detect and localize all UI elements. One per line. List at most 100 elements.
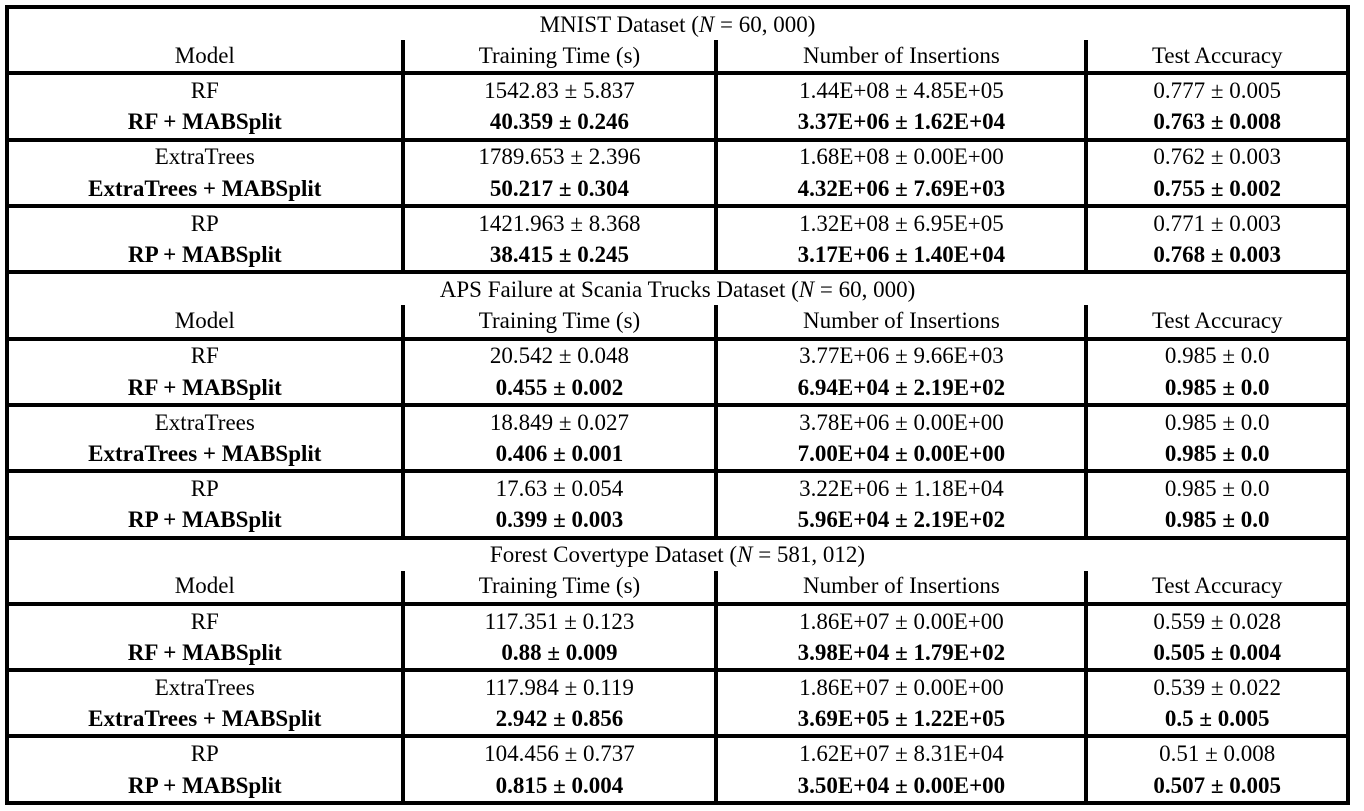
model-cell: ExtraTrees xyxy=(7,668,403,704)
insertions-cell: 7.00E+04 ± 0.00E+00 xyxy=(714,438,1087,472)
column-header-insertions: Number of Insertions xyxy=(714,570,1087,604)
accuracy-cell: 0.777 ± 0.005 xyxy=(1084,71,1348,107)
model-cell: RP xyxy=(7,203,403,240)
insertions-cell: 3.50E+04 ± 0.00E+00 xyxy=(714,769,1087,803)
accuracy-cell: 0.507 ± 0.005 xyxy=(1084,769,1348,803)
column-header-training-time: Training Time (s) xyxy=(400,570,717,604)
column-header-model: Model xyxy=(174,42,235,68)
table-row: RF 117.351 ± 0.123 1.86E+07 ± 0.00E+00 0… xyxy=(7,601,1348,637)
model-cell: RF xyxy=(7,601,403,637)
model-cell: ExtraTrees xyxy=(7,137,403,173)
table-row: ExtraTrees + MABSplit 2.942 ± 0.856 3.69… xyxy=(7,703,1348,737)
table-row: RP + MABSplit 0.399 ± 0.003 5.96E+04 ± 2… xyxy=(7,504,1348,538)
table-row: ExtraTrees 1789.653 ± 2.396 1.68E+08 ± 0… xyxy=(7,137,1348,173)
header-row: Model Training Time (s) Number of Insert… xyxy=(7,570,1348,604)
table-row: RF + MABSplit 0.455 ± 0.002 6.94E+04 ± 2… xyxy=(7,371,1348,405)
column-header-test-accuracy: Test Accuracy xyxy=(1084,570,1348,604)
training-time-cell: 0.455 ± 0.002 xyxy=(400,371,717,405)
table-row: ExtraTrees 18.849 ± 0.027 3.78E+06 ± 0.0… xyxy=(7,402,1348,439)
model-cell: ExtraTrees + MABSplit xyxy=(88,440,322,466)
insertions-cell: 5.96E+04 ± 2.19E+02 xyxy=(714,504,1087,538)
accuracy-cell: 0.762 ± 0.003 xyxy=(1084,137,1348,173)
column-header-insertions: Number of Insertions xyxy=(714,40,1087,74)
section-title-post: = 581, 012) xyxy=(752,542,866,568)
accuracy-cell: 0.985 ± 0.0 xyxy=(1084,504,1348,538)
insertions-cell: 3.98E+04 ± 1.79E+02 xyxy=(714,636,1087,671)
training-time-cell: 117.351 ± 0.123 xyxy=(400,601,717,637)
table-row: ExtraTrees + MABSplit 0.406 ± 0.001 7.00… xyxy=(7,438,1348,472)
model-cell: RP + MABSplit xyxy=(127,772,282,798)
model-cell: RP xyxy=(7,469,403,505)
accuracy-cell: 0.5 ± 0.005 xyxy=(1084,703,1348,737)
table-row: RF + MABSplit 0.88 ± 0.009 3.98E+04 ± 1.… xyxy=(7,636,1348,671)
training-time-cell: 1542.83 ± 5.837 xyxy=(400,71,717,107)
model-cell: RF + MABSplit xyxy=(127,639,282,665)
accuracy-cell: 0.985 ± 0.0 xyxy=(1084,371,1348,405)
section-title: Forest Covertype Dataset (N = 581, 012) xyxy=(7,535,1348,571)
results-table-container: MNIST Dataset (N = 60, 000) Model Traini… xyxy=(5,5,1350,805)
table-row: RP 104.456 ± 0.737 1.62E+07 ± 8.31E+04 0… xyxy=(7,734,1348,770)
section-title-post: = 60, 000) xyxy=(814,277,916,303)
training-time-cell: 2.942 ± 0.856 xyxy=(400,703,717,737)
model-cell: RF + MABSplit xyxy=(127,109,282,135)
insertions-cell: 3.78E+06 ± 0.00E+00 xyxy=(714,402,1087,439)
accuracy-cell: 0.985 ± 0.0 xyxy=(1084,469,1348,505)
table-row: RF 20.542 ± 0.048 3.77E+06 ± 9.66E+03 0.… xyxy=(7,336,1348,372)
section-title-post: = 60, 000) xyxy=(714,11,816,37)
column-header-training-time: Training Time (s) xyxy=(400,40,717,74)
insertions-cell: 3.17E+06 ± 1.40E+04 xyxy=(714,239,1087,273)
training-time-cell: 17.63 ± 0.054 xyxy=(400,469,717,505)
training-time-cell: 40.359 ± 0.246 xyxy=(400,106,717,140)
insertions-cell: 4.32E+06 ± 7.69E+03 xyxy=(714,172,1087,206)
column-header-test-accuracy: Test Accuracy xyxy=(1084,305,1348,339)
accuracy-cell: 0.768 ± 0.003 xyxy=(1084,239,1348,273)
training-time-cell: 1421.963 ± 8.368 xyxy=(400,203,717,240)
insertions-cell: 1.68E+08 ± 0.00E+00 xyxy=(714,137,1087,173)
accuracy-cell: 0.771 ± 0.003 xyxy=(1084,203,1348,240)
accuracy-cell: 0.539 ± 0.022 xyxy=(1084,668,1348,704)
model-cell: ExtraTrees + MABSplit xyxy=(88,175,322,201)
accuracy-cell: 0.559 ± 0.028 xyxy=(1084,601,1348,637)
training-time-cell: 20.542 ± 0.048 xyxy=(400,336,717,372)
column-header-test-accuracy: Test Accuracy xyxy=(1084,40,1348,74)
insertions-cell: 1.86E+07 ± 0.00E+00 xyxy=(714,668,1087,704)
model-cell: ExtraTrees xyxy=(7,402,403,439)
section-title-row-aps: APS Failure at Scania Trucks Dataset (N … xyxy=(7,270,1348,306)
table-row: RF 1542.83 ± 5.837 1.44E+08 ± 4.85E+05 0… xyxy=(7,71,1348,107)
insertions-cell: 1.62E+07 ± 8.31E+04 xyxy=(714,734,1087,770)
column-header-training-time: Training Time (s) xyxy=(400,305,717,339)
accuracy-cell: 0.985 ± 0.0 xyxy=(1084,336,1348,372)
section-title: MNIST Dataset (N = 60, 000) xyxy=(7,7,1348,40)
accuracy-cell: 0.985 ± 0.0 xyxy=(1084,438,1348,472)
model-cell: RF xyxy=(7,71,403,107)
section-title-pre: APS Failure at Scania Trucks Dataset ( xyxy=(439,277,799,303)
column-header-insertions: Number of Insertions xyxy=(714,305,1087,339)
table-row: ExtraTrees 117.984 ± 0.119 1.86E+07 ± 0.… xyxy=(7,668,1348,704)
results-table: MNIST Dataset (N = 60, 000) Model Traini… xyxy=(5,5,1350,805)
insertions-cell: 3.77E+06 ± 9.66E+03 xyxy=(714,336,1087,372)
column-header-model: Model xyxy=(174,573,235,599)
training-time-cell: 0.399 ± 0.003 xyxy=(400,504,717,538)
training-time-cell: 38.415 ± 0.245 xyxy=(400,239,717,273)
training-time-cell: 18.849 ± 0.027 xyxy=(400,402,717,439)
section-title-row-covertype: Forest Covertype Dataset (N = 581, 012) xyxy=(7,535,1348,571)
model-cell: RP + MABSplit xyxy=(127,507,282,533)
insertions-cell: 1.44E+08 ± 4.85E+05 xyxy=(714,71,1087,107)
table-row: RF + MABSplit 40.359 ± 0.246 3.37E+06 ± … xyxy=(7,106,1348,140)
section-title-nvar: N xyxy=(698,11,715,37)
insertions-cell: 6.94E+04 ± 2.19E+02 xyxy=(714,371,1087,405)
column-header-model: Model xyxy=(174,308,235,334)
model-cell: RF + MABSplit xyxy=(127,374,282,400)
header-row: Model Training Time (s) Number of Insert… xyxy=(7,40,1348,74)
accuracy-cell: 0.505 ± 0.004 xyxy=(1084,636,1348,671)
table-row: ExtraTrees + MABSplit 50.217 ± 0.304 4.3… xyxy=(7,172,1348,206)
table-row: RP 17.63 ± 0.054 3.22E+06 ± 1.18E+04 0.9… xyxy=(7,469,1348,505)
accuracy-cell: 0.985 ± 0.0 xyxy=(1084,402,1348,439)
insertions-cell: 3.22E+06 ± 1.18E+04 xyxy=(714,469,1087,505)
header-row: Model Training Time (s) Number of Insert… xyxy=(7,305,1348,339)
training-time-cell: 0.815 ± 0.004 xyxy=(400,769,717,803)
insertions-cell: 3.69E+05 ± 1.22E+05 xyxy=(714,703,1087,737)
training-time-cell: 0.406 ± 0.001 xyxy=(400,438,717,472)
model-cell: RP xyxy=(7,734,403,770)
training-time-cell: 117.984 ± 0.119 xyxy=(400,668,717,704)
